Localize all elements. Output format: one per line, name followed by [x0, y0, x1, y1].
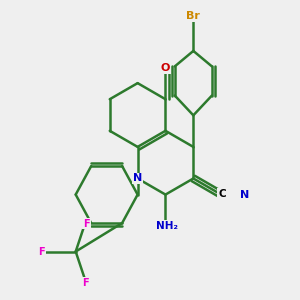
- Text: F: F: [82, 278, 88, 287]
- Text: C: C: [218, 189, 226, 199]
- Text: N: N: [133, 173, 142, 184]
- Text: Br: Br: [186, 11, 200, 21]
- Text: NH₂: NH₂: [156, 221, 178, 231]
- Text: F: F: [83, 219, 90, 229]
- Text: N: N: [240, 190, 249, 200]
- Text: F: F: [38, 247, 45, 256]
- Text: O: O: [161, 63, 170, 73]
